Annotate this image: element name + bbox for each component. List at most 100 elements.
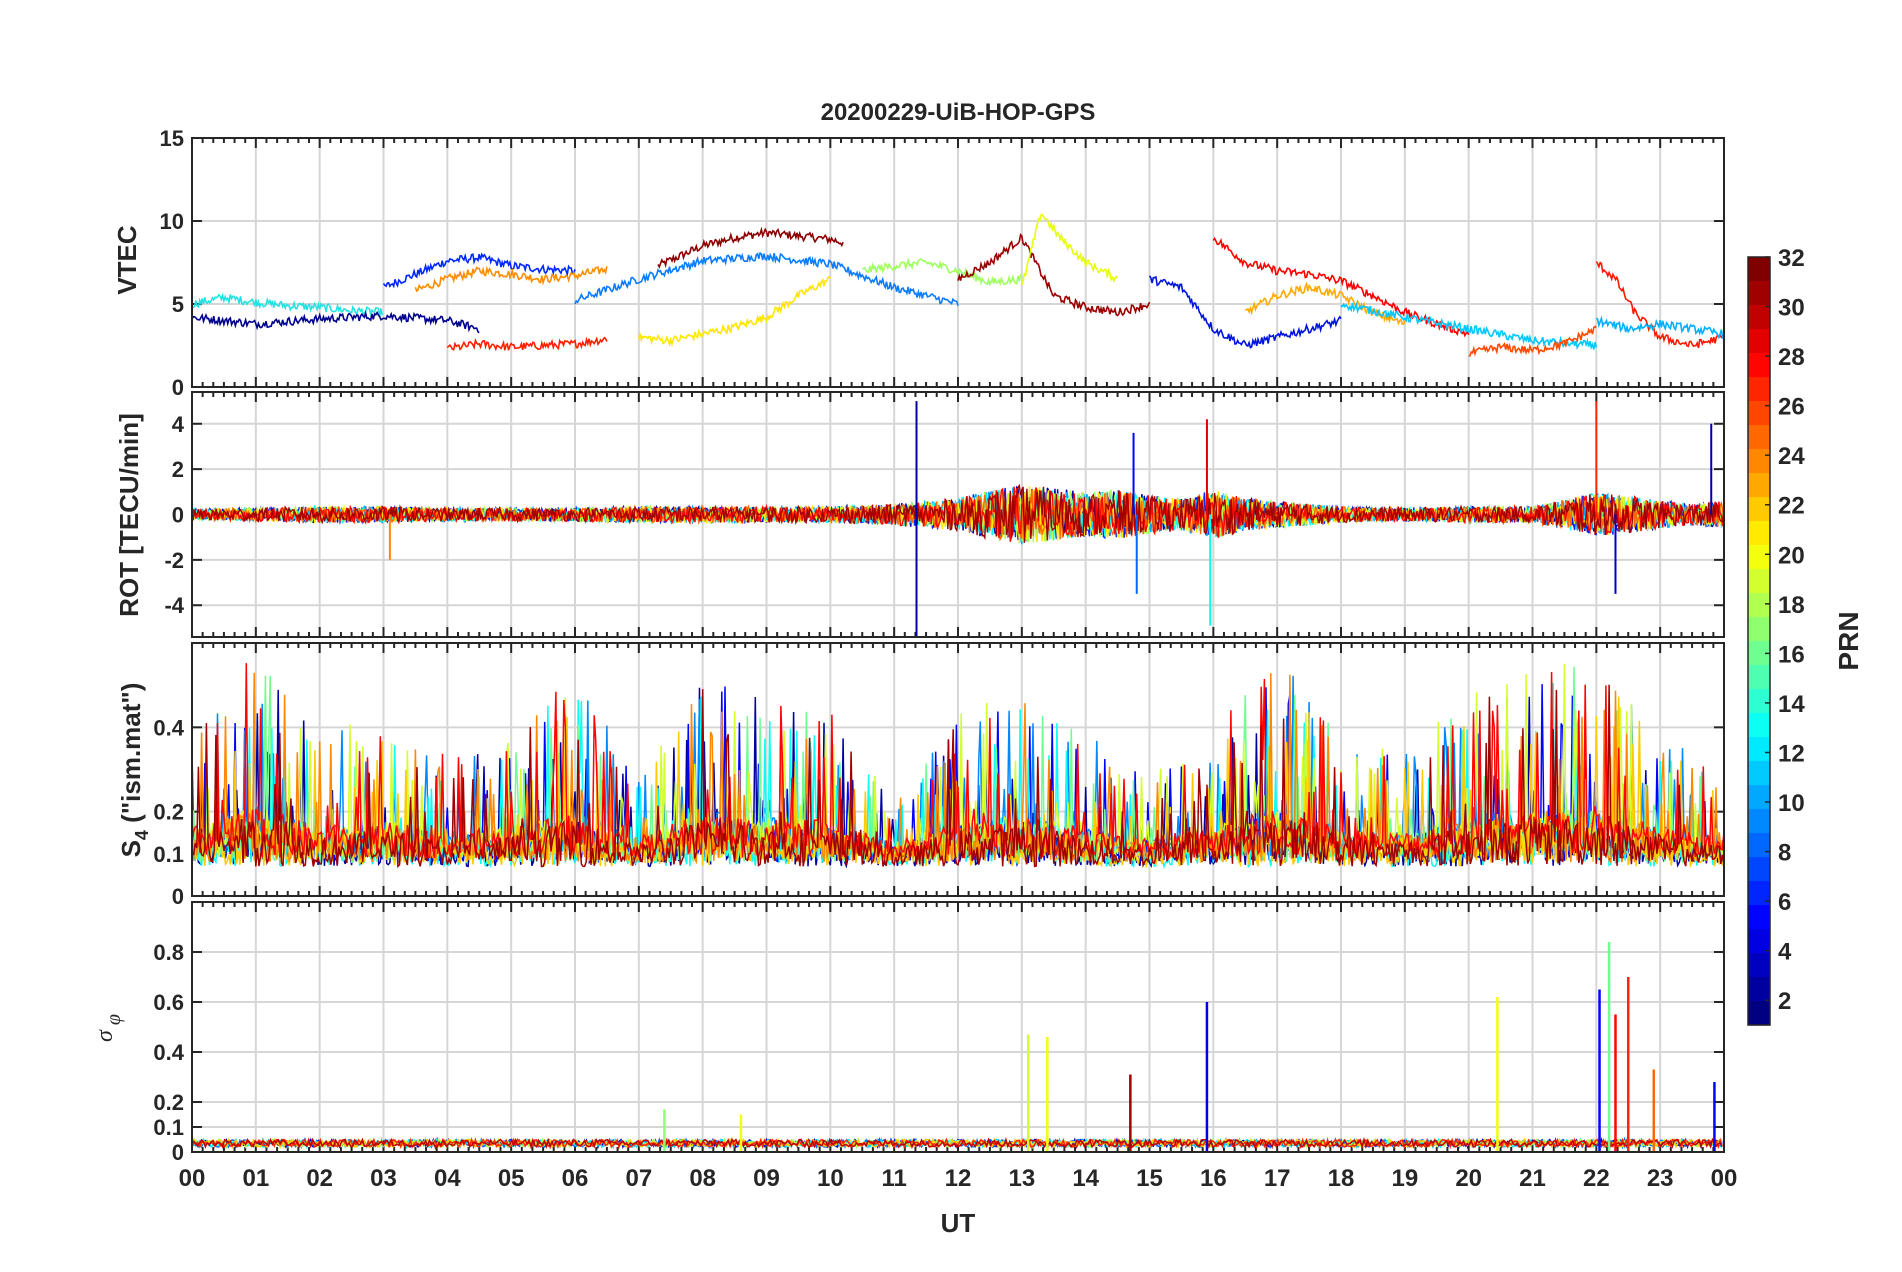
x-tick-label: 20 — [1455, 1165, 1482, 1192]
ylabel-s4: S4 ("ism.mat") — [116, 683, 152, 858]
colorbar-frame — [1747, 256, 1771, 1026]
y-tick-label: 0 — [172, 503, 184, 528]
vtec-series-prn-29 — [1212, 236, 1470, 338]
x-tick-label: 14 — [1072, 1165, 1099, 1192]
vtec-series-prn-30 — [657, 226, 844, 269]
x-tick-label: 04 — [434, 1165, 461, 1192]
colorbar-tick-label: 14 — [1778, 691, 1805, 718]
colorbar-band — [1748, 689, 1770, 714]
ylabel-s4-text: S4 ("ism.mat") — [116, 683, 152, 858]
y-tick-label: 10 — [160, 209, 184, 234]
vtec-series-prn-23 — [1245, 281, 1406, 326]
y-tick-label: 2 — [172, 457, 184, 482]
colorbar-band — [1748, 497, 1770, 522]
colorbar-tick-label: 16 — [1778, 641, 1805, 668]
s4-series-prn-24 — [192, 672, 1724, 865]
colorbar-tick-label: 22 — [1778, 493, 1805, 520]
colorbar-band — [1748, 857, 1770, 882]
y-tick-label: 4 — [172, 412, 185, 437]
y-tick-label: 0.4 — [153, 1040, 184, 1065]
x-tick-label: 01 — [242, 1165, 269, 1192]
x-tick-label: 22 — [1583, 1165, 1610, 1192]
xlabel: UT — [941, 1208, 976, 1238]
colorbar-tick-label: 12 — [1778, 740, 1805, 767]
colorbar-band — [1748, 425, 1770, 450]
colorbar-tick-label: 28 — [1778, 344, 1805, 371]
panel-sigma-phi: 00.10.2 0.4 0.6 0.8 — [153, 901, 1725, 1165]
vtec-series-prn-9 — [574, 251, 959, 306]
x-tick-label: 02 — [306, 1165, 333, 1192]
colorbar-band — [1748, 449, 1770, 474]
y-tick-label: 0.8 — [153, 940, 184, 965]
s4-series-prn-31 — [192, 684, 1724, 869]
colorbar-tick-label: 2 — [1778, 988, 1791, 1015]
colorbar-band — [1748, 953, 1770, 978]
s4-rest: ("ism.mat") — [116, 683, 146, 830]
vtec-series-prn-20 — [638, 275, 831, 348]
s4-main: S — [116, 840, 146, 857]
x-tick-label: 05 — [498, 1165, 525, 1192]
x-tick-label: 18 — [1328, 1165, 1355, 1192]
colorbar-tick-label: 6 — [1778, 889, 1791, 916]
y-tick-label: 0.2 — [153, 1090, 184, 1115]
vtec-series-prn-2 — [192, 309, 480, 334]
y-tick-label: -4 — [164, 593, 184, 618]
vtec-series-prn-14 — [192, 292, 383, 318]
x-tick-label: 21 — [1519, 1165, 1546, 1192]
y-tick-label: 0 — [172, 884, 184, 909]
x-tick-label: 08 — [689, 1165, 716, 1192]
colorbar-band — [1748, 905, 1770, 930]
colorbar-band — [1748, 1001, 1770, 1026]
vtec-series-prn-11 — [1595, 315, 1724, 340]
colorbar-band — [1748, 977, 1770, 1002]
colorbar-band — [1748, 521, 1770, 546]
sigma-series-prn-30 — [192, 1136, 1723, 1150]
x-tick-label: 10 — [817, 1165, 844, 1192]
vtec-series-prn-24 — [414, 265, 608, 293]
colorbar-tick-label: 10 — [1778, 790, 1805, 817]
chart-title: 20200229-UiB-HOP-GPS — [821, 99, 1096, 126]
vtec-series-prn-31 — [957, 232, 1151, 317]
plot-frame — [191, 137, 1725, 388]
colorbar-band — [1748, 641, 1770, 666]
data-layer — [192, 401, 1724, 637]
y-tick-label: 0.4 — [153, 715, 184, 740]
y-tick-label: 0.1 — [153, 1115, 184, 1140]
x-tick-label: 03 — [370, 1165, 397, 1192]
colorbar-label: PRN — [1833, 611, 1864, 670]
s4-subscript: 4 — [132, 830, 152, 840]
colorbar-tick-label: 26 — [1778, 394, 1805, 421]
vtec-series-prn-12 — [1340, 301, 1598, 351]
data-layer — [192, 942, 1723, 1152]
colorbar-tick-label: 30 — [1778, 295, 1805, 322]
ylabel-rot: ROT [TECU/min] — [114, 413, 144, 617]
colorbar-band — [1748, 281, 1770, 306]
vtec-series-prn-27 — [446, 336, 608, 352]
y-tick-label: 5 — [172, 292, 184, 317]
colorbar-tick-label: 4 — [1778, 939, 1792, 966]
ylabel-vtec: VTEC — [112, 225, 142, 295]
colorbar-tick-label: 8 — [1778, 840, 1791, 867]
colorbar-band — [1748, 929, 1770, 954]
colorbar-band — [1748, 593, 1770, 618]
colorbar-band — [1748, 761, 1770, 786]
colorbar-band — [1748, 881, 1770, 906]
ylabel-sigma-phi-text: σ φ — [92, 1014, 125, 1042]
colorbar-band — [1748, 353, 1770, 378]
plot-frame — [191, 642, 1725, 897]
colorbar-band — [1748, 401, 1770, 426]
x-tick-label: 19 — [1391, 1165, 1418, 1192]
ylabel-sigma-phi: σ φ — [92, 1014, 125, 1042]
x-tick-label: 12 — [945, 1165, 972, 1192]
plot-frame — [191, 901, 1725, 1153]
x-tick-label: 13 — [1008, 1165, 1035, 1192]
x-tick-label: 00 — [1711, 1165, 1738, 1192]
colorbar-tick-label: 18 — [1778, 592, 1805, 619]
panel-vtec: 0 5 10 15 — [160, 126, 1725, 400]
colorbar-band — [1748, 545, 1770, 570]
x-tick-label: 07 — [625, 1165, 652, 1192]
colorbar-band — [1748, 617, 1770, 642]
panel-rot: -4 -2 0 2 4 — [164, 391, 1725, 638]
colorbar-band — [1748, 713, 1770, 738]
vtec-series-prn-4 — [1148, 275, 1342, 349]
